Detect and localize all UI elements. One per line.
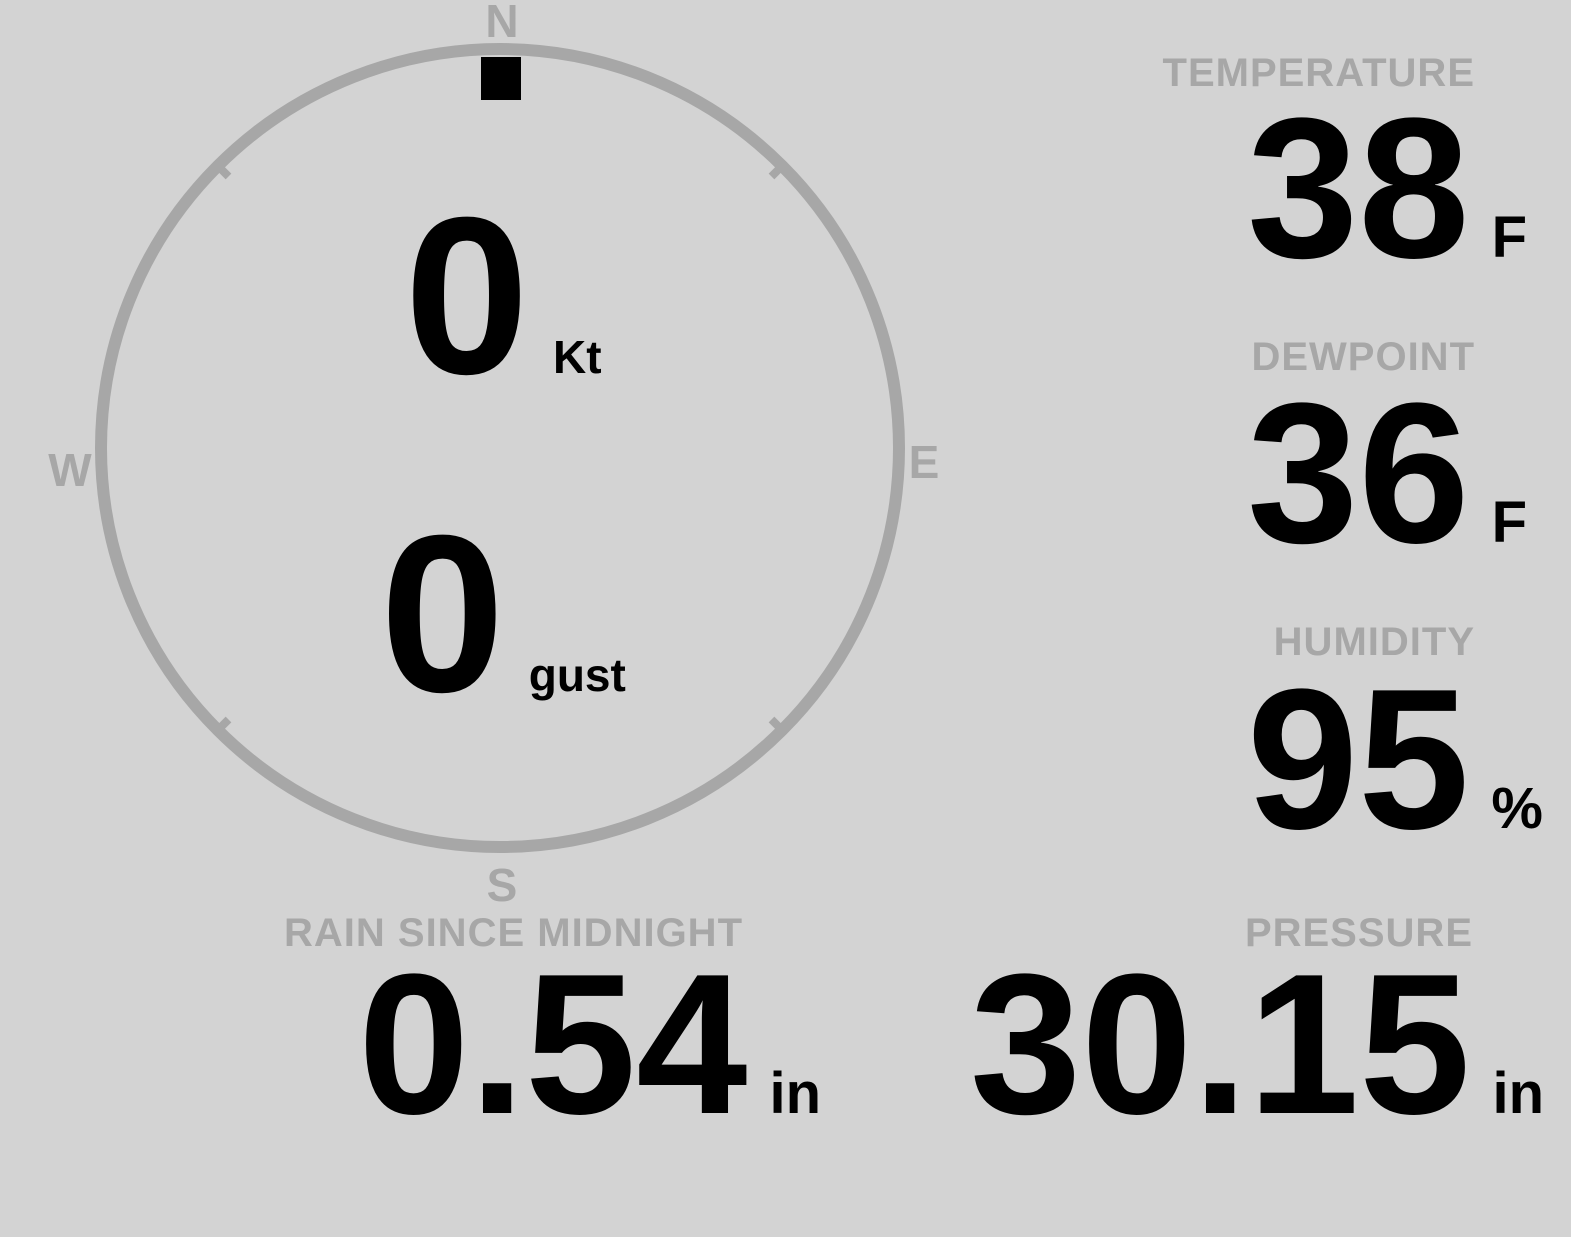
wind-gust-value: 0 xyxy=(380,489,505,739)
cardinal-south-label: S xyxy=(486,859,518,911)
humidity-label: HUMIDITY xyxy=(1273,620,1475,664)
rain-since-midnight-unit: in xyxy=(769,1061,821,1126)
temperature-readout: 38 F xyxy=(1247,89,1527,289)
compass-ring xyxy=(95,43,905,853)
wind-speed-unit: Kt xyxy=(553,331,602,383)
pressure-value: 30.15 xyxy=(969,933,1471,1156)
rain-since-midnight-value: 0.54 xyxy=(358,933,748,1156)
tick-sw xyxy=(212,716,232,736)
tick-nw xyxy=(212,160,232,180)
cardinal-east-label: E xyxy=(908,436,940,488)
cardinal-north-label: N xyxy=(485,0,519,47)
wind-compass xyxy=(95,43,905,853)
pressure-label: PRESSURE xyxy=(1244,911,1473,955)
tick-ne xyxy=(768,160,788,180)
tick-se xyxy=(768,716,788,736)
humidity-readout: 95 % xyxy=(1247,660,1543,860)
wind-direction-marker-group xyxy=(481,57,521,100)
dewpoint-readout: 36 F xyxy=(1247,374,1527,574)
wind-gust-readout: 0 gust xyxy=(380,502,626,726)
temperature-unit: F xyxy=(1491,205,1527,270)
wind-speed-value: 0 xyxy=(404,171,530,421)
cardinal-west-label: W xyxy=(48,444,92,496)
pressure-readout: 30.15 in xyxy=(970,945,1544,1145)
temperature-value: 38 xyxy=(1247,77,1470,300)
rain-since-midnight-label: RAIN SINCE MIDNIGHT xyxy=(284,911,743,955)
dewpoint-label: DEWPOINT xyxy=(1251,335,1475,379)
temperature-label: TEMPERATURE xyxy=(1162,51,1475,95)
dewpoint-unit: F xyxy=(1491,490,1527,555)
wind-direction-marker xyxy=(481,57,521,100)
humidity-unit: % xyxy=(1491,776,1543,841)
pressure-unit: in xyxy=(1492,1061,1544,1126)
wind-speed-readout: 0 Kt xyxy=(404,184,601,408)
dewpoint-value: 36 xyxy=(1247,362,1470,585)
humidity-value: 95 xyxy=(1246,648,1470,871)
wind-gust-unit: gust xyxy=(528,649,626,701)
rain-since-midnight-readout: 0.54 in xyxy=(358,945,821,1145)
compass-intercardinal-ticks xyxy=(212,160,788,736)
